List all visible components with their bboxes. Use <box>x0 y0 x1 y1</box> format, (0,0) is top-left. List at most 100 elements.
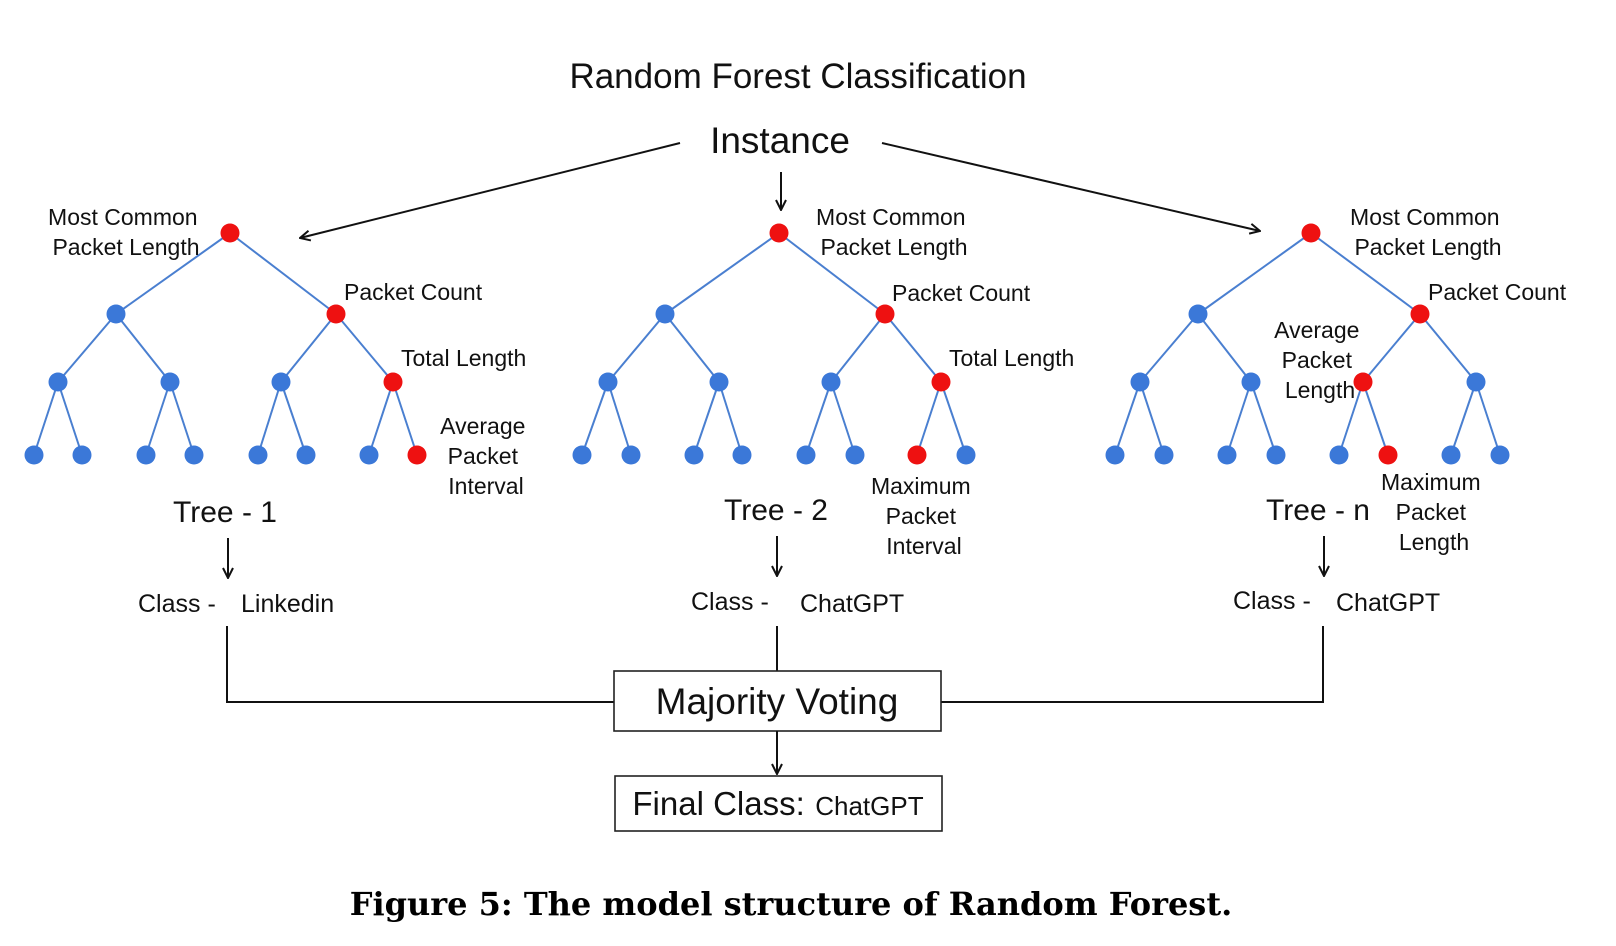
tree-1-node <box>72 445 92 465</box>
tree-1-decision-path-node <box>326 304 346 324</box>
tree-2-decision-path-node <box>907 445 927 465</box>
tree-n-node <box>1466 372 1486 392</box>
tree-1-edge <box>335 313 394 383</box>
tree-1-second-label: Packet Count <box>344 279 483 305</box>
tree-1-leaf-label: Average Packet Interval <box>440 413 532 499</box>
tree-2-node <box>732 445 752 465</box>
tree-2-node <box>821 372 841 392</box>
tree-2-node <box>684 445 704 465</box>
tree-1-node <box>48 372 68 392</box>
tree-1-name: Tree - 1 <box>173 496 277 529</box>
tree-n-root-label: Most Common Packet Length <box>1350 204 1506 260</box>
tree-1-node <box>106 304 126 324</box>
tree-1-edge <box>392 381 418 456</box>
tree-n-leaf-label: Maximum Packet Length <box>1381 469 1487 555</box>
tree-1-node <box>160 372 180 392</box>
tree-n-edge <box>1197 232 1312 315</box>
tree-2-edge <box>830 381 856 456</box>
tree-2-edge <box>916 381 942 456</box>
tree-n-node <box>1266 445 1286 465</box>
tree-2-node <box>598 372 618 392</box>
tree-1-edge <box>57 313 117 383</box>
majority-voting-label: Majority Voting <box>656 681 899 722</box>
tree-n-edge <box>1362 381 1389 456</box>
tree-2-node <box>709 372 729 392</box>
tree-1-class-value: Linkedin <box>241 590 334 618</box>
tree-1-edge <box>57 381 83 456</box>
tree-n-third-label: Average Packet Length <box>1274 317 1366 403</box>
tree-2-node <box>956 445 976 465</box>
tree-n-edge <box>1114 381 1141 456</box>
tree-1-edge <box>280 381 307 456</box>
tree-2-edge <box>805 381 832 456</box>
tree-n-class-prefix: Class - <box>1233 587 1311 615</box>
tree-1-root-label: Most Common Packet Length <box>48 204 204 260</box>
tree-2-second-label: Packet Count <box>892 280 1031 306</box>
tree-n-graph <box>1105 223 1510 465</box>
tree-2-node <box>572 445 592 465</box>
majority-voting-box <box>613 670 942 732</box>
tree-n-node <box>1490 445 1510 465</box>
tree-2-node <box>621 445 641 465</box>
tree-1-class-prefix: Class - <box>138 590 216 618</box>
tree-n-edge <box>1197 313 1252 383</box>
instance-label: Instance <box>710 120 850 161</box>
final-class-box <box>614 775 943 832</box>
tree-2-graph <box>572 223 976 465</box>
tree-2-edge <box>940 381 967 456</box>
tree-2-edge <box>607 313 666 383</box>
tree-n-edge <box>1362 313 1421 383</box>
tree-n-node <box>1329 445 1349 465</box>
tree-2-edge <box>830 313 886 383</box>
tree-2-node <box>655 304 675 324</box>
tree-n-edge <box>1310 232 1421 315</box>
tree-1-third-label: Total Length <box>401 345 526 371</box>
tree-n-class-value: ChatGPT <box>1336 589 1440 617</box>
tree-n-decision-path-node <box>1378 445 1398 465</box>
tree-n-second-label: Packet Count <box>1428 279 1567 305</box>
tree-n-name: Tree - n <box>1266 494 1370 527</box>
tree-2-node <box>796 445 816 465</box>
tree-n-node <box>1154 445 1174 465</box>
tree-1-node <box>248 445 268 465</box>
instance-arrow-tree-n <box>881 142 1260 231</box>
tree-1-edge <box>145 381 171 456</box>
tree-2-decision-path-node <box>875 304 895 324</box>
tree-2-class-value: ChatGPT <box>800 590 904 618</box>
tree-n-node <box>1441 445 1461 465</box>
tree-1-node <box>296 445 316 465</box>
tree-n-edge <box>1139 381 1165 456</box>
tree-n-vote-connector <box>941 626 1324 703</box>
tree-2-name: Tree - 2 <box>724 494 828 527</box>
tree-n-decision-path-node <box>1353 372 1373 392</box>
tree-n-edge <box>1475 381 1501 456</box>
tree-2-decision-path-node <box>931 372 951 392</box>
tree-n-node <box>1188 304 1208 324</box>
tree-1-edge <box>33 381 59 456</box>
tree-1-edge <box>169 381 195 456</box>
tree-n-edge <box>1419 313 1477 383</box>
tree-1-edge <box>229 232 337 315</box>
tree-2-decision-path-node <box>769 223 789 243</box>
tree-2-third-label: Total Length <box>949 345 1074 371</box>
tree-1-edge <box>115 313 171 383</box>
tree-2-edge <box>778 232 886 315</box>
tree-n-node <box>1105 445 1125 465</box>
tree-1-edge <box>280 313 337 383</box>
tree-n-edge <box>1450 381 1477 456</box>
tree-1-node <box>271 372 291 392</box>
tree-1-decision-path-node <box>220 223 240 243</box>
tree-1-node <box>136 445 156 465</box>
tree-n-edge <box>1226 381 1252 456</box>
tree-1-node <box>184 445 204 465</box>
tree-1-node <box>24 445 44 465</box>
tree-1-decision-path-node <box>407 445 427 465</box>
tree-1-graph <box>24 223 427 465</box>
tree-2-edge <box>718 381 743 456</box>
tree-n-node <box>1241 372 1261 392</box>
instance-arrow-tree-1 <box>300 142 681 238</box>
tree-n-edge <box>1139 313 1199 383</box>
tree-2-edge <box>581 381 609 456</box>
tree-n-node <box>1130 372 1150 392</box>
